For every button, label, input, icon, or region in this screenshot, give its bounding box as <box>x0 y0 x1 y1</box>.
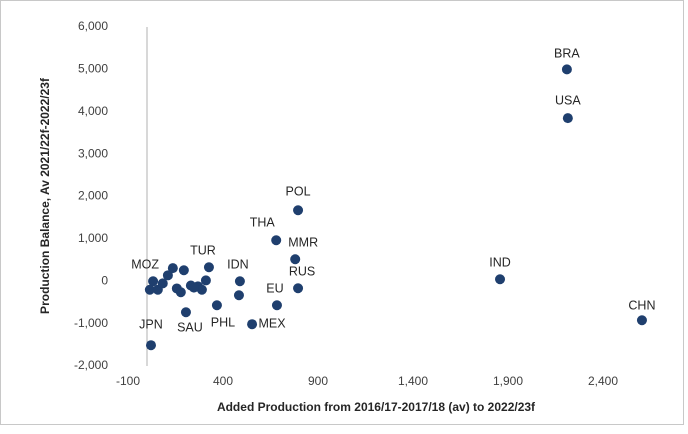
y-tick-label: 4,000 <box>78 104 108 118</box>
x-tick-label: 2,400 <box>588 374 618 388</box>
point <box>203 262 214 273</box>
y-tick-label: 6,000 <box>78 19 108 33</box>
point-label: THA <box>250 216 276 230</box>
x-axis-label: Added Production from 2016/17-2017/18 (a… <box>217 400 536 414</box>
point <box>148 276 159 287</box>
point <box>293 205 304 216</box>
x-tick-label: 400 <box>213 374 233 388</box>
x-tick-label: 900 <box>308 374 328 388</box>
point-label: RUS <box>289 265 315 279</box>
point <box>636 315 647 326</box>
point <box>188 282 199 293</box>
point-label: JPN <box>139 317 163 331</box>
point <box>561 64 572 75</box>
point <box>271 235 282 246</box>
point-label: MOZ <box>131 258 159 272</box>
point <box>175 287 186 298</box>
point <box>562 113 573 124</box>
point <box>144 284 155 295</box>
point-label: USA <box>555 93 581 107</box>
point <box>167 263 178 274</box>
point-label: MEX <box>259 317 287 331</box>
y-tick-label: 5,000 <box>78 62 108 76</box>
point <box>290 254 301 265</box>
y-tick-label: -2,000 <box>74 358 108 372</box>
point <box>271 300 282 311</box>
y-tick-label: 0 <box>101 273 108 287</box>
y-tick-label: 1,000 <box>78 231 108 245</box>
point-label: IDN <box>227 258 249 272</box>
point-label: EU <box>266 282 283 296</box>
point-label: POL <box>286 185 311 199</box>
point <box>180 307 191 318</box>
point <box>162 270 173 281</box>
point <box>293 283 304 294</box>
point-label: CHN <box>628 299 655 313</box>
y-tick-label: -1,000 <box>74 316 108 330</box>
y-tick-label: 3,000 <box>78 146 108 160</box>
point <box>178 265 189 276</box>
point <box>247 319 258 330</box>
point-label: SAU <box>177 321 203 335</box>
point-label: TUR <box>190 244 216 258</box>
point <box>495 274 506 285</box>
x-tick-label: 1,400 <box>398 374 428 388</box>
x-tick-label: -100 <box>116 374 140 388</box>
point-label: BRA <box>554 47 580 61</box>
chart-frame <box>0 0 684 425</box>
y-axis-label: Production Balance, Av 2021/22f-2022/23f <box>38 77 52 314</box>
point <box>233 290 244 301</box>
point <box>196 284 207 295</box>
point <box>211 300 222 311</box>
y-tick-label: 2,000 <box>78 189 108 203</box>
point-label: IND <box>489 256 511 270</box>
point-label: MMR <box>288 236 318 250</box>
point <box>200 275 211 286</box>
point <box>145 340 156 351</box>
point <box>234 276 245 287</box>
point-label: PHL <box>211 316 235 330</box>
x-tick-label: 1,900 <box>493 374 523 388</box>
point <box>157 278 168 289</box>
